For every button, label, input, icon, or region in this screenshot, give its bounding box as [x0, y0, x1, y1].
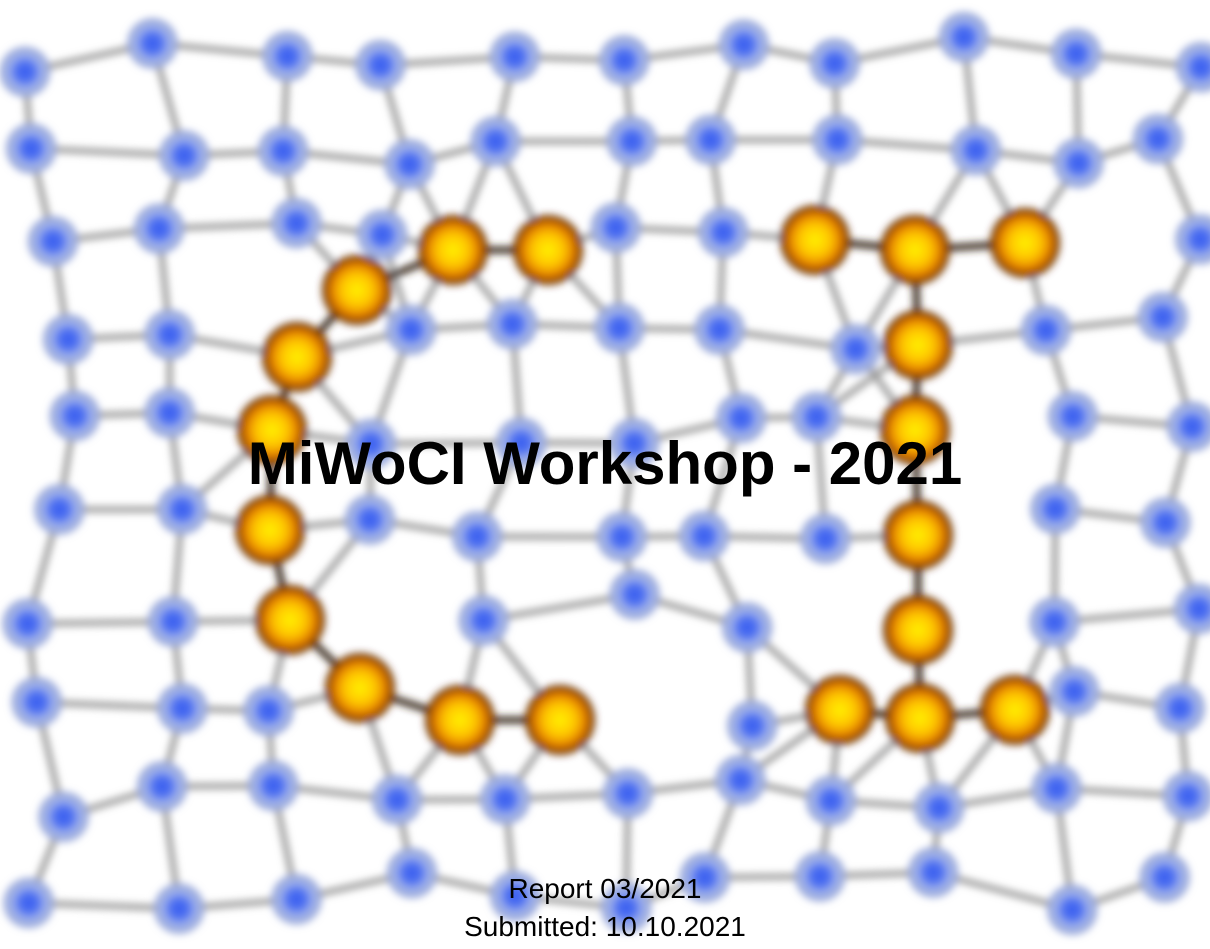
- network-node: [1051, 29, 1101, 79]
- highlight-node: [425, 685, 495, 755]
- highlight-node: [990, 208, 1060, 278]
- network-node: [1163, 771, 1210, 821]
- network-node: [686, 115, 736, 165]
- network-node: [159, 131, 209, 181]
- highlight-node: [235, 495, 305, 565]
- highlight-node: [883, 595, 953, 665]
- network-node: [258, 126, 308, 176]
- network-node: [43, 314, 93, 364]
- cover-page: MiWoCI Workshop - 2021 Report 03/2021 Su…: [0, 0, 1210, 949]
- highlight-node: [262, 322, 332, 392]
- highlight-node: [418, 215, 488, 285]
- network-node: [385, 139, 435, 189]
- network-node: [271, 198, 321, 248]
- network-node: [1138, 292, 1188, 342]
- network-node: [262, 31, 312, 81]
- network-node: [597, 512, 647, 562]
- submission-date: Submitted: 10.10.2021: [0, 910, 1210, 944]
- report-number: Report 03/2021: [0, 872, 1210, 906]
- highlight-node: [883, 310, 953, 380]
- network-node: [1174, 584, 1210, 634]
- highlight-node: [880, 215, 950, 285]
- highlight-node: [322, 255, 392, 325]
- network-node: [487, 299, 537, 349]
- network-node: [0, 47, 50, 97]
- network-node: [800, 514, 850, 564]
- network-node: [722, 602, 772, 652]
- network-node: [3, 599, 53, 649]
- highlight-node: [525, 685, 595, 755]
- network-node: [716, 755, 766, 805]
- network-node: [727, 701, 777, 751]
- network-node: [812, 115, 862, 165]
- network-node: [607, 116, 657, 166]
- network-node: [1176, 42, 1210, 92]
- highlight-node: [325, 653, 395, 723]
- highlight-node: [255, 585, 325, 655]
- network-node: [355, 40, 405, 90]
- network-node: [372, 775, 422, 825]
- network-node: [6, 124, 56, 174]
- network-node: [591, 203, 641, 253]
- highlight-node: [980, 675, 1050, 745]
- network-node: [939, 12, 989, 62]
- network-node: [39, 792, 89, 842]
- network-node: [1175, 214, 1210, 264]
- network-node: [127, 18, 177, 68]
- network-node: [914, 783, 964, 833]
- highlight-node: [805, 675, 875, 745]
- highlight-node: [885, 683, 955, 753]
- network-node: [679, 511, 729, 561]
- network-node: [157, 683, 207, 733]
- network-node: [148, 597, 198, 647]
- network-node: [951, 125, 1001, 175]
- network-node: [145, 310, 195, 360]
- network-node: [248, 761, 298, 811]
- network-node: [1021, 305, 1071, 355]
- network-node: [357, 210, 407, 260]
- network-node: [831, 324, 881, 374]
- network-node: [610, 569, 660, 619]
- title: MiWoCI Workshop - 2021: [0, 428, 1210, 500]
- network-node: [452, 512, 502, 562]
- network-node: [134, 204, 184, 254]
- network-node: [603, 768, 653, 818]
- highlight-node: [780, 205, 850, 275]
- network-node: [490, 32, 540, 82]
- network-node: [137, 761, 187, 811]
- highlight-node: [513, 215, 583, 285]
- network-node: [459, 596, 509, 646]
- network-node: [345, 495, 395, 545]
- network-node: [599, 35, 649, 85]
- network-node: [1049, 666, 1099, 716]
- network-node: [480, 774, 530, 824]
- network-node: [1053, 138, 1103, 188]
- highlight-node: [883, 500, 953, 570]
- network-node: [810, 38, 860, 88]
- network-node: [1029, 597, 1079, 647]
- network-node: [28, 216, 78, 266]
- network-node: [1133, 114, 1183, 164]
- network-node: [1140, 498, 1190, 548]
- network-node: [698, 207, 748, 257]
- network-node: [1155, 683, 1205, 733]
- network-node: [719, 20, 769, 70]
- network-node: [695, 305, 745, 355]
- network-node: [471, 116, 521, 166]
- network-node: [806, 776, 856, 826]
- network-node: [12, 677, 62, 727]
- network-node: [386, 305, 436, 355]
- network-node: [244, 686, 294, 736]
- network-node: [594, 303, 644, 353]
- network-node: [1032, 763, 1082, 813]
